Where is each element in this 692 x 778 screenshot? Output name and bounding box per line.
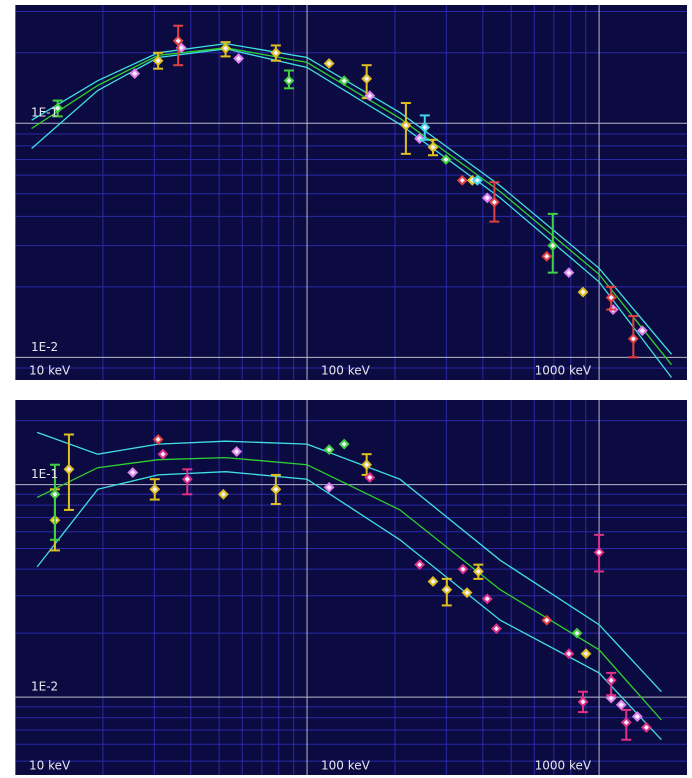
data-point — [593, 546, 605, 558]
data-point — [283, 75, 295, 87]
data-point — [577, 286, 589, 298]
data-point — [541, 250, 553, 262]
model-curve — [36, 431, 662, 693]
data-point — [172, 35, 184, 47]
model-curve — [31, 47, 673, 366]
data-point — [338, 438, 350, 450]
x-tick-label: 1000 keV — [535, 759, 592, 773]
data-point — [636, 325, 648, 337]
data-point — [270, 483, 282, 495]
data-point — [615, 699, 627, 711]
model-curve — [31, 48, 673, 378]
data-point — [414, 559, 426, 571]
data-point — [481, 593, 493, 605]
data-point — [361, 459, 373, 471]
data-point — [471, 174, 483, 186]
data-point — [129, 68, 141, 79]
data-point — [490, 623, 502, 635]
data-point — [620, 717, 632, 728]
data-point — [457, 563, 469, 575]
data-point — [488, 196, 500, 208]
data-point — [577, 696, 589, 708]
data-point — [152, 55, 164, 67]
model-curve — [36, 456, 662, 721]
data-point — [627, 333, 639, 345]
x-tick-label: 100 keV — [321, 364, 371, 378]
data-point — [52, 102, 64, 114]
data-point — [323, 481, 335, 493]
data-point — [217, 488, 229, 500]
x-tick-label: 100 keV — [321, 759, 371, 773]
data-point — [547, 240, 559, 252]
data-point — [49, 488, 61, 500]
data-point — [127, 467, 139, 478]
data-point — [571, 627, 583, 639]
y-tick-label: 1E-2 — [31, 680, 58, 694]
data-point — [181, 473, 193, 485]
data-point — [270, 47, 282, 59]
data-point — [152, 434, 164, 445]
x-tick-label: 1000 keV — [535, 364, 592, 378]
data-point — [456, 174, 468, 186]
data-point — [605, 674, 617, 686]
data-point — [481, 192, 493, 204]
data-point — [640, 722, 652, 733]
x-tick-label: 10 keV — [29, 759, 71, 773]
data-point — [541, 614, 553, 626]
data-point — [400, 119, 412, 131]
plot-area — [15, 5, 687, 380]
data-point — [580, 648, 592, 660]
data-point — [364, 472, 376, 483]
data-point — [231, 446, 243, 457]
data-point — [63, 463, 75, 475]
data-point — [440, 154, 452, 165]
x-tick-label: 10 keV — [29, 364, 71, 378]
plot-area — [15, 400, 687, 775]
data-point — [427, 141, 439, 153]
data-point — [361, 73, 373, 85]
data-point — [563, 267, 575, 279]
data-point — [631, 711, 643, 722]
model-curve — [31, 42, 672, 355]
data-point — [441, 584, 453, 596]
data-point — [220, 42, 231, 54]
data-point — [461, 587, 473, 599]
data-point — [157, 448, 169, 460]
data-point — [323, 58, 335, 69]
data-point — [563, 648, 575, 660]
y-tick-label: 1E-1 — [31, 467, 58, 481]
error-bar — [49, 463, 60, 541]
data-point — [338, 75, 350, 87]
data-point — [605, 692, 617, 704]
data-point — [233, 53, 245, 64]
data-point — [419, 121, 431, 133]
data-point — [364, 90, 376, 102]
data-point — [323, 444, 335, 456]
y-tick-label: 1E-2 — [31, 340, 58, 354]
data-point — [472, 566, 484, 577]
plot-background — [15, 400, 687, 775]
data-point — [605, 292, 617, 303]
data-point — [427, 576, 439, 587]
y-tick-label: 1E-1 — [31, 106, 58, 120]
data-point — [149, 483, 161, 495]
